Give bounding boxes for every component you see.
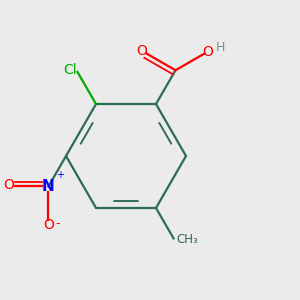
Text: O: O — [3, 178, 14, 192]
Text: +: + — [56, 170, 64, 180]
Text: -: - — [56, 217, 60, 230]
Text: Cl: Cl — [63, 63, 77, 76]
Text: O: O — [136, 44, 147, 58]
Text: H: H — [216, 40, 225, 54]
Text: CH₃: CH₃ — [176, 233, 198, 246]
Text: N: N — [42, 179, 55, 194]
Text: O: O — [202, 45, 213, 59]
Text: O: O — [43, 218, 54, 232]
